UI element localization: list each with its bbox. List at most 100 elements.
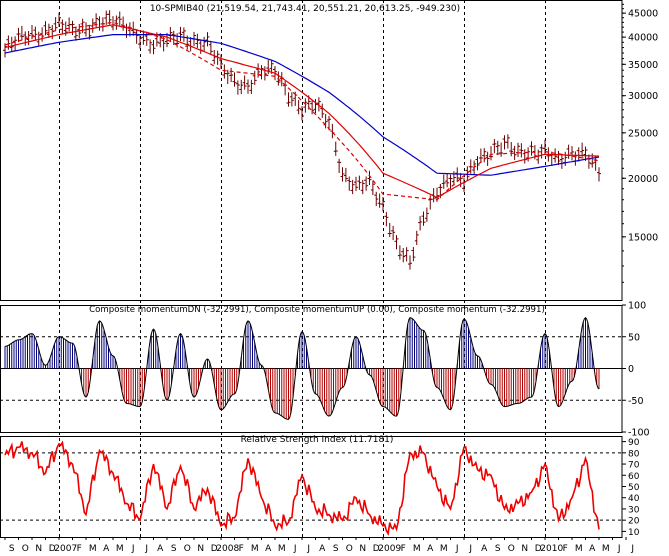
price-bar (556, 150, 561, 166)
x-tick-label-34: J (468, 544, 472, 554)
price-bar (151, 40, 156, 55)
x-tick-label-35: A (481, 544, 488, 554)
price-bar (181, 27, 186, 42)
price-bar (576, 147, 581, 162)
price-bar (202, 36, 207, 52)
momentum-panel-title: Composite momentumDN (-32.2991), Composi… (89, 305, 545, 315)
price-bar (303, 98, 308, 113)
price-bar (141, 30, 146, 45)
price-bar (121, 16, 126, 31)
price-bar (212, 49, 217, 65)
price-bar (269, 59, 274, 74)
x-tick-label-17: F (239, 544, 244, 554)
price-bar (347, 176, 352, 191)
price-bar (3, 43, 7, 58)
price-bar (499, 142, 504, 157)
price-bar (90, 18, 95, 33)
price-bar (9, 36, 14, 52)
price-bar (593, 156, 598, 171)
price-bar (424, 207, 429, 222)
price-bar (242, 75, 247, 90)
price-bar (327, 115, 331, 131)
price-bar (519, 143, 524, 158)
price-bar (300, 106, 304, 121)
x-tick-label-3: D (49, 544, 56, 554)
price-bar (161, 37, 166, 52)
price-bar (374, 191, 379, 207)
x-tick-label-30: M (413, 544, 421, 554)
price-bar (414, 230, 419, 246)
price-tick-label-0: 45000 (628, 9, 658, 20)
price-bar (208, 40, 213, 56)
price-bar (296, 100, 301, 115)
price-bar (475, 156, 480, 171)
price-bar (421, 211, 426, 226)
price-bar (57, 12, 61, 27)
price-bar (53, 17, 58, 32)
price-bar (441, 174, 446, 189)
x-tick-label-4: 2007 (54, 544, 77, 554)
price-bar (19, 25, 24, 41)
x-tick-label-14: N (197, 544, 204, 554)
price-bar (222, 64, 227, 79)
price-bar (33, 26, 38, 41)
price-bar (573, 151, 578, 166)
price-bar (165, 32, 169, 48)
x-tick-label-38: N (521, 544, 528, 554)
x-tick-label-15: D (211, 544, 218, 554)
moving-average-red-dashed-line (4, 21, 600, 201)
price-bar (350, 179, 355, 195)
x-tick-label-29: F (401, 544, 406, 554)
price-bar (580, 142, 585, 157)
price-bar (370, 180, 375, 196)
price-bar (401, 248, 406, 263)
price-bar (522, 149, 527, 164)
price-bar (333, 141, 338, 156)
price-bar (586, 154, 591, 169)
moving-average-red-line (4, 24, 600, 199)
price-tick-label-4: 25000 (628, 128, 658, 139)
price-bar (286, 92, 291, 107)
x-tick-label-5: F (77, 544, 82, 554)
price-bar (509, 142, 514, 157)
price-bar (411, 246, 416, 262)
x-tick-label-44: M (602, 544, 610, 554)
x-tick-label-9: J (131, 544, 135, 554)
x-tick-label-19: A (265, 544, 272, 554)
price-bar (360, 179, 365, 195)
price-bar (205, 32, 210, 47)
price-bar (320, 103, 325, 118)
price-bar (107, 10, 112, 25)
price-bar (478, 148, 483, 163)
price-bar (70, 20, 75, 36)
price-bar (384, 212, 389, 227)
x-tick-label-25: O (346, 544, 353, 554)
price-bar (397, 245, 402, 260)
x-tick-label-32: M (440, 544, 448, 554)
price-bar (60, 19, 65, 34)
price-bar (445, 173, 450, 188)
panel-titles: 10-SPMIB40 (21,519.54, 21,743.41, 20,551… (89, 4, 545, 445)
price-bar (117, 11, 122, 26)
price-bar (256, 63, 261, 78)
price-bar (559, 154, 564, 169)
x-tick-label-8: M (116, 544, 124, 554)
x-tick-label-39: D (535, 544, 542, 554)
price-tick-label-3: 30000 (628, 91, 658, 102)
rsi-tick-label-6: 30 (628, 505, 640, 515)
rsi-tick-label-2: 70 (628, 461, 640, 471)
x-tick-label-45: J (617, 544, 621, 554)
rsi-line (4, 440, 600, 536)
price-bar (505, 134, 510, 149)
price-bar (330, 123, 335, 139)
price-bar (485, 151, 490, 166)
momentum-tick-label-4: -100 (628, 428, 650, 439)
price-bar (529, 141, 534, 156)
panel-frame-3 (0, 436, 623, 538)
price-bar (134, 29, 139, 44)
price-bar (94, 13, 99, 28)
rsi-tick-label-3: 60 (628, 472, 640, 482)
x-tick-label-12: S (171, 544, 177, 554)
